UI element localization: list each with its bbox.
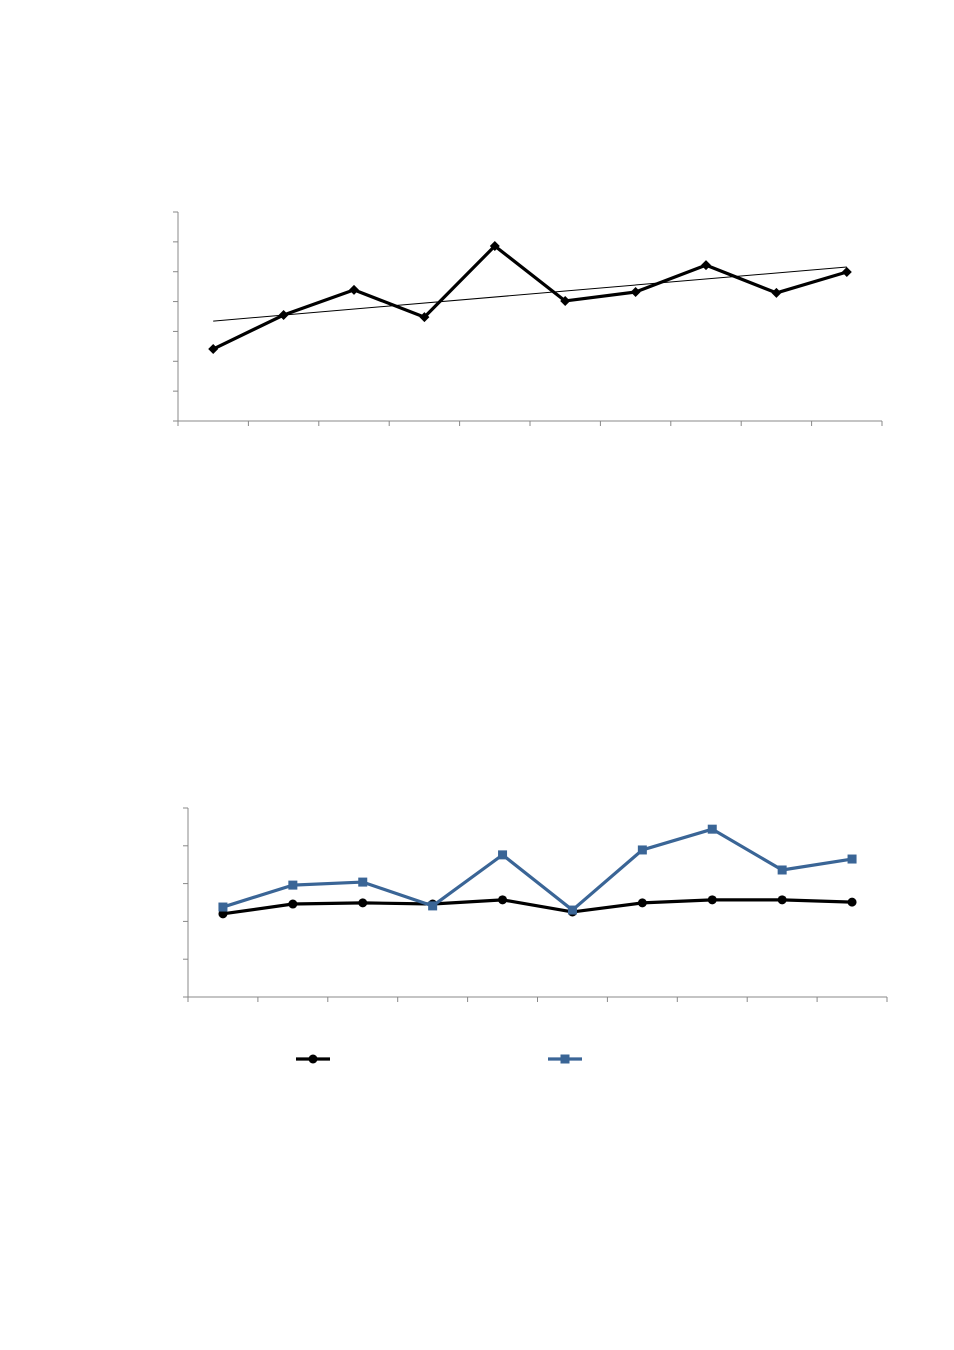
marker	[777, 865, 787, 875]
marker	[847, 854, 857, 864]
marker	[560, 295, 571, 306]
marker	[498, 895, 508, 905]
marker	[218, 902, 228, 912]
marker	[498, 850, 508, 860]
marker	[637, 845, 647, 855]
series-line	[222, 898, 853, 916]
marker	[419, 312, 430, 323]
marker	[560, 1054, 570, 1064]
series-line	[222, 827, 853, 912]
marker	[701, 260, 711, 271]
marker	[208, 344, 219, 355]
marker	[841, 267, 852, 278]
marker	[428, 901, 438, 911]
marker	[707, 824, 717, 834]
marker	[707, 895, 717, 905]
marker	[218, 909, 228, 919]
series-line	[212, 244, 848, 351]
marker	[567, 905, 577, 915]
marker	[771, 287, 782, 298]
marker	[349, 284, 359, 295]
trendline	[213, 266, 847, 322]
marker	[777, 895, 787, 905]
marker	[637, 898, 647, 908]
marker	[847, 897, 857, 907]
marker	[489, 241, 500, 252]
marker	[358, 877, 368, 887]
marker	[630, 287, 641, 298]
marker	[358, 898, 368, 908]
marker	[308, 1054, 318, 1064]
marker	[288, 899, 298, 909]
marker	[288, 880, 298, 890]
